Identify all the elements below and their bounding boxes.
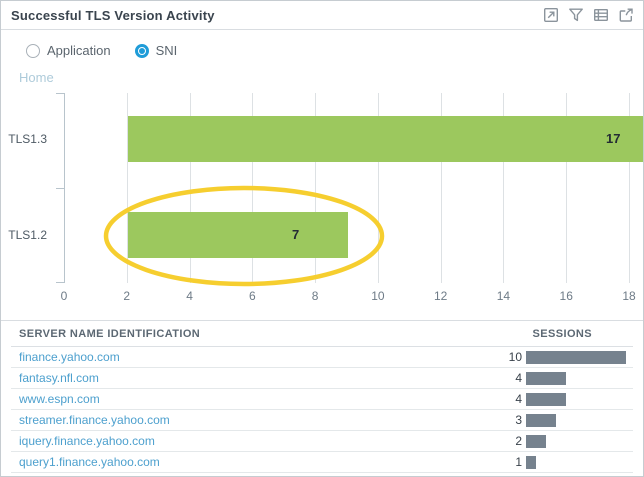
radio-sni-button[interactable] — [134, 43, 149, 58]
session-count: 2 — [515, 434, 522, 448]
table-header-row: SERVER NAME IDENTIFICATION SESSIONS — [11, 321, 633, 347]
radio-application[interactable]: Application — [26, 43, 111, 58]
table-row[interactable]: query1.finance.yahoo.com 1 — [11, 452, 633, 473]
server-link[interactable]: fantasy.nfl.com — [19, 371, 99, 385]
table-row[interactable]: www.espn.com 4 — [11, 389, 633, 410]
table-row[interactable]: streamer.finance.yahoo.com 3 — [11, 410, 633, 431]
session-bar — [526, 434, 546, 448]
table-row[interactable]: finance.yahoo.com 10 — [11, 347, 633, 368]
session-bar — [526, 455, 536, 469]
x-tick-label: 0 — [60, 289, 68, 303]
x-tick-label: 12 — [433, 289, 448, 303]
chart-plot-area: 17 7 — [56, 93, 643, 287]
widget-title: Successful TLS Version Activity — [11, 7, 215, 23]
gridline — [440, 93, 442, 283]
session-count: 10 — [508, 350, 522, 364]
session-count: 4 — [515, 392, 522, 406]
x-tick-label: 18 — [622, 289, 636, 303]
y-axis-tick — [56, 93, 64, 94]
x-axis-labels: 0 2 4 6 8 10 12 14 16 18 — [60, 289, 636, 307]
y-axis-tick — [56, 282, 64, 283]
session-count: 3 — [515, 413, 522, 427]
x-tick-label: 16 — [559, 289, 573, 303]
server-link[interactable]: www.espn.com — [19, 392, 100, 406]
x-tick-label: 8 — [311, 289, 319, 303]
bar-tls12[interactable] — [128, 212, 348, 258]
y-axis-tick — [56, 188, 64, 189]
table-row[interactable]: iquery.finance.yahoo.com 2 — [11, 431, 633, 452]
radio-sni-label: SNI — [155, 43, 178, 58]
server-link[interactable]: streamer.finance.yahoo.com — [19, 413, 170, 427]
radio-sni[interactable]: SNI — [134, 43, 178, 58]
table-row[interactable]: fantasy.nfl.com 4 — [11, 368, 633, 389]
y-axis-line — [64, 93, 65, 283]
server-link[interactable]: iquery.finance.yahoo.com — [19, 434, 155, 448]
session-count: 1 — [515, 455, 522, 469]
radio-application-button[interactable] — [26, 43, 40, 58]
session-bar — [526, 392, 566, 406]
table-view-icon[interactable] — [592, 6, 610, 24]
x-tick-label: 4 — [186, 289, 193, 303]
view-toggle-group: Application SNI — [1, 30, 643, 62]
breadcrumb: Home — [1, 62, 643, 86]
gridline — [566, 93, 568, 283]
x-tick-label: 10 — [371, 289, 385, 303]
gridline — [503, 93, 505, 283]
session-bar — [526, 413, 556, 427]
session-bar — [526, 350, 626, 364]
radio-application-label: Application — [47, 43, 111, 58]
widget-toolbar — [542, 6, 635, 24]
session-count: 4 — [515, 371, 522, 385]
gridline — [629, 93, 630, 283]
x-tick-label: 14 — [496, 289, 511, 303]
tls-bar-chart: TLS1.3 17 7 TLS1.3 TLS1.2 02468101214161… — [1, 93, 643, 311]
server-link[interactable]: query1.finance.yahoo.com — [19, 455, 160, 469]
bar-value-tls13: 17 — [606, 131, 621, 146]
maximize-icon[interactable] — [542, 6, 560, 24]
category-label-tls12: TLS1.2 — [8, 228, 47, 242]
column-header-sessions: SESSIONS — [532, 327, 592, 340]
breadcrumb-home-link[interactable]: Home — [19, 70, 54, 85]
x-tick-label: 2 — [123, 289, 131, 303]
x-tick-label: 6 — [248, 289, 256, 303]
server-link[interactable]: finance.yahoo.com — [19, 350, 120, 364]
widget-title-bar: Successful TLS Version Activity — [1, 1, 643, 30]
filter-icon[interactable] — [567, 6, 585, 24]
column-header-server-name: SERVER NAME IDENTIFICATION — [19, 327, 201, 340]
export-icon[interactable] — [617, 6, 635, 24]
bar-tls13[interactable] — [128, 116, 643, 162]
category-label-tls13: TLS1.3 — [8, 132, 47, 146]
bar-value-tls12: 7 — [292, 227, 300, 242]
sni-sessions-table: SERVER NAME IDENTIFICATION SESSIONS fina… — [1, 320, 643, 473]
session-bar — [526, 371, 566, 385]
